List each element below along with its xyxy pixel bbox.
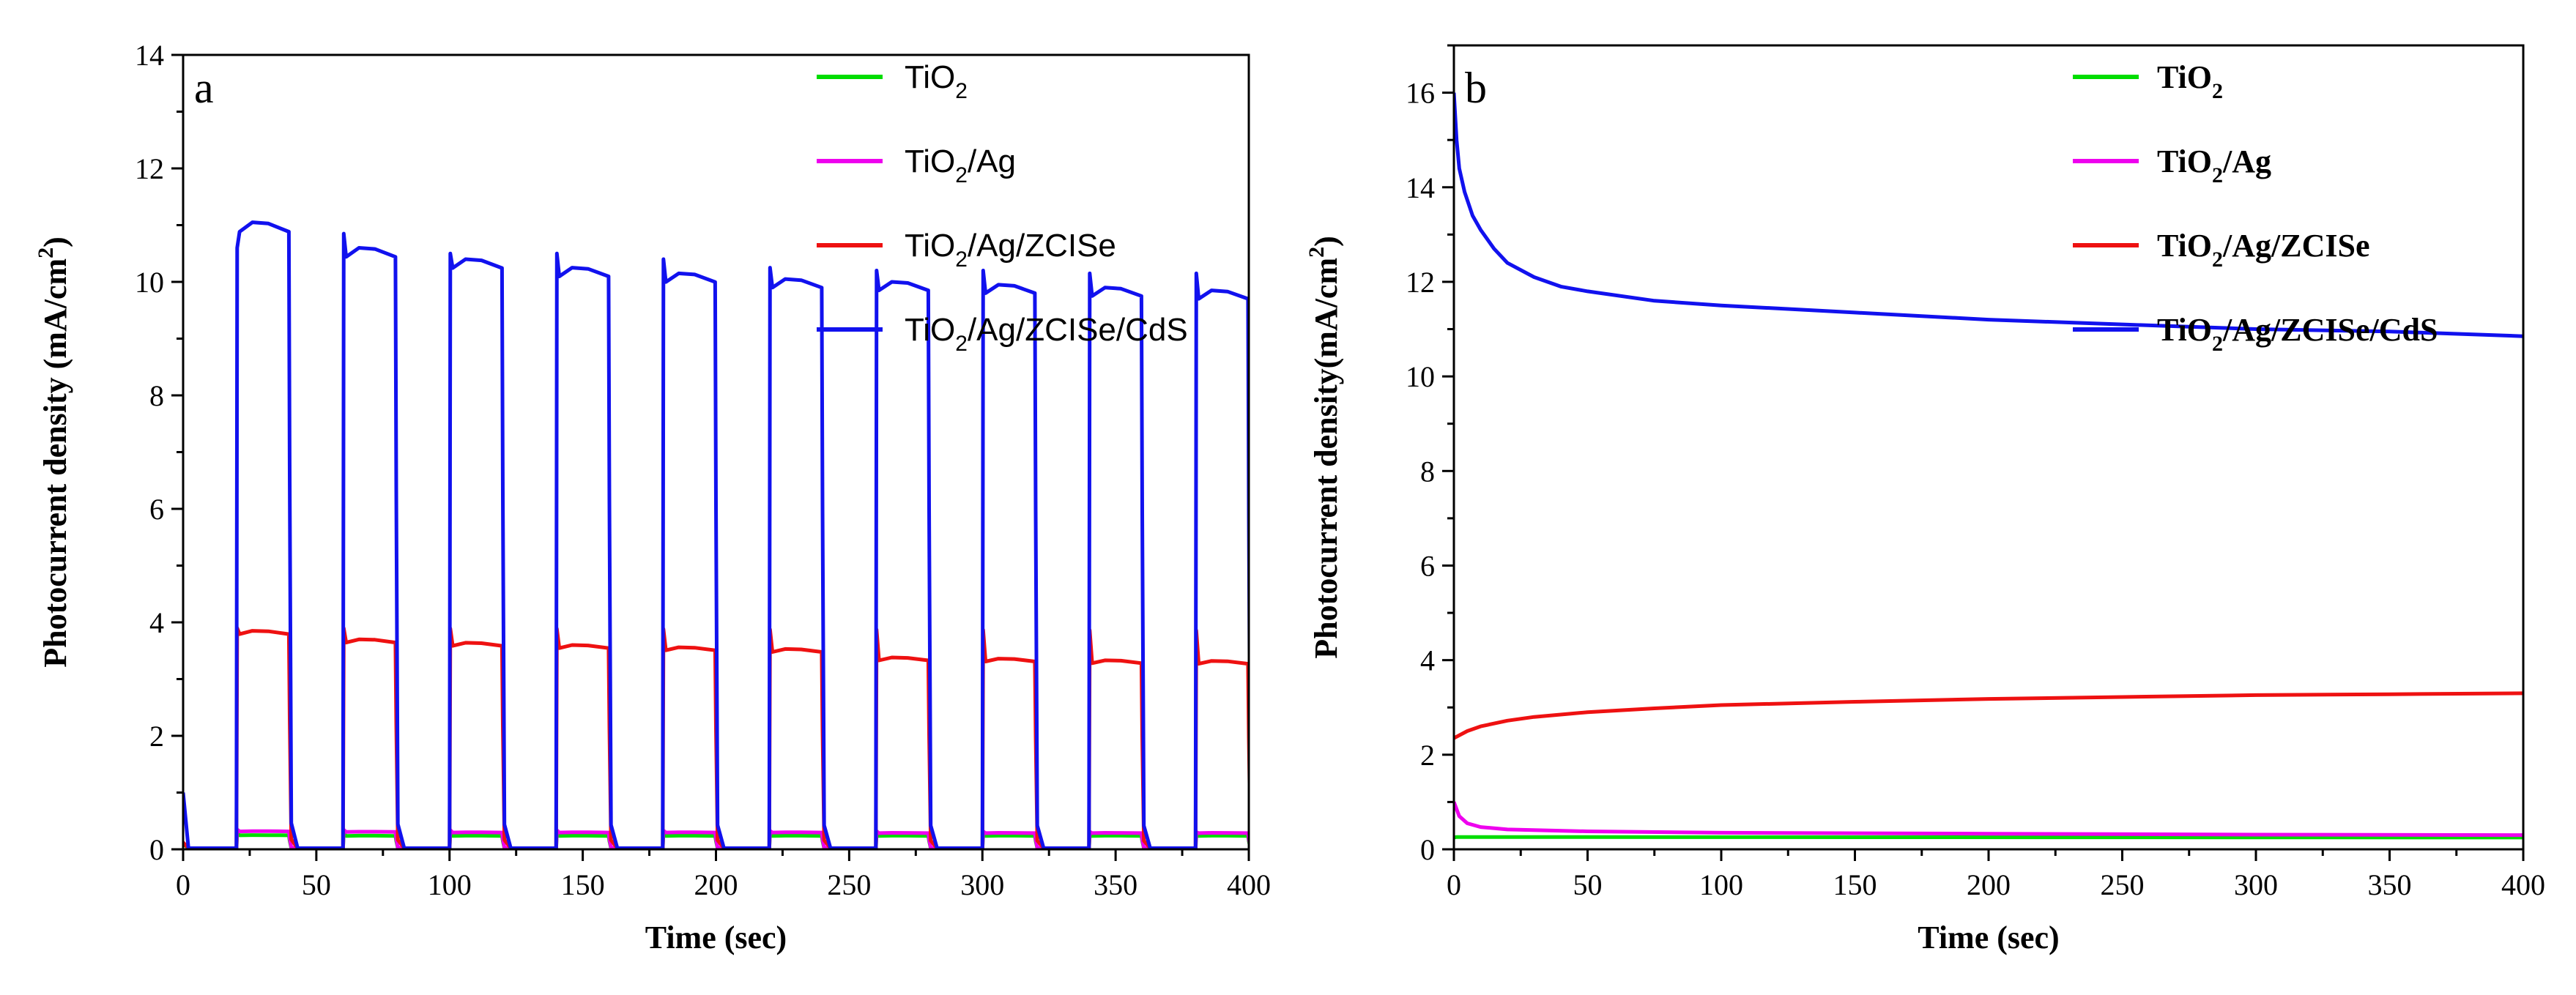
legend-label-rest: /Ag/ZCISe	[968, 228, 1116, 264]
y-tick-label: 4	[149, 606, 164, 639]
x-tick-label: 350	[1094, 868, 1137, 901]
y-tick-label: 6	[1420, 549, 1435, 582]
y-tick-label: 2	[1420, 739, 1435, 772]
legend-label-sub: 2	[2212, 79, 2223, 103]
y-axis-title: Photocurrent density (mA/cm2)	[34, 236, 73, 668]
legend-label-sub: 2	[2212, 332, 2223, 356]
legend-label-main: TiO	[2157, 312, 2212, 348]
x-tick-label: 400	[2501, 868, 2545, 901]
x-tick-label: 150	[1833, 868, 1877, 901]
y-tick-label: 8	[1420, 455, 1435, 488]
legend-label-rest: /Ag/ZCISe	[2222, 228, 2369, 264]
y-tick-label: 0	[1420, 833, 1435, 866]
series-line-tio2-ag-zcise	[183, 626, 1249, 849]
y-axis-title-tail: )	[1308, 236, 1344, 247]
legend-label-main: TiO	[905, 144, 955, 179]
legend-label-main: TiO	[905, 312, 955, 348]
y-axis-title: Photocurrent density(mA/cm2)	[1304, 236, 1344, 659]
x-tick-label: 200	[694, 868, 738, 901]
panel-letter: b	[1465, 64, 1487, 112]
x-tick-label: 50	[1573, 868, 1603, 901]
legend-label: TiO2/Ag/ZCISe	[2157, 228, 2370, 272]
y-tick-label: 16	[1406, 77, 1435, 110]
legend-label: TiO2/Ag	[905, 144, 1016, 187]
y-tick-label: 14	[135, 39, 164, 72]
legend-label-main: TiO	[905, 228, 955, 264]
series-line-tio2-ag-zcise	[1454, 691, 2523, 740]
x-tick-label: 200	[1967, 868, 2011, 901]
legend-label-sub: 2	[2212, 247, 2223, 272]
panel-a: 0 50 100 150 200 250 300 350 400 0 2 4 6 8 10 12 14 Time …	[34, 39, 1271, 955]
y-tick-label: 4	[1420, 644, 1435, 677]
series-line-tio2-ag	[1454, 801, 2523, 838]
series-line-tio2-ag	[183, 827, 1249, 849]
legend-label: TiO2/Ag/ZCISe/CdS	[905, 312, 1188, 356]
legend-label-rest: /Ag/ZCISe/CdS	[2222, 312, 2438, 348]
y-tick-label: 14	[1406, 171, 1435, 204]
legend-label-sub: 2	[955, 79, 968, 103]
legend-label: TiO2/Ag/ZCISe/CdS	[2157, 312, 2438, 356]
y-tick-label: 2	[149, 720, 164, 753]
series-line-tio2-ag-zcise-cds	[183, 220, 1249, 849]
legend-label-main: TiO	[2157, 228, 2212, 264]
x-tick-label: 0	[1447, 868, 1461, 901]
x-tick-label: 50	[302, 868, 331, 901]
y-tick-label: 6	[149, 493, 164, 526]
y-axis-title-sup: 2	[34, 247, 58, 258]
legend-label: TiO2	[905, 59, 968, 103]
legend-label-rest: /Ag	[2222, 144, 2271, 179]
legend-label-main: TiO	[2157, 144, 2212, 179]
panel-b: 0 50 100 150 200 250 300 350 400 0 2 4 6 8 10 12 14 16 Tim…	[1304, 44, 2545, 955]
x-tick-label: 0	[176, 868, 190, 901]
y-tick-label: 10	[1406, 360, 1435, 393]
x-tick-label: 400	[1227, 868, 1271, 901]
legend-label-sub: 2	[2212, 163, 2223, 187]
series-line-tio2-ag-zcise-cds	[1454, 92, 2523, 338]
legend-label-sub: 2	[955, 247, 968, 272]
legend-label: TiO2/Ag	[2157, 144, 2271, 187]
series-line-tio2	[1454, 835, 2523, 840]
legend-label-rest: /Ag/ZCISe/CdS	[968, 312, 1188, 348]
x-tick-label: 100	[1699, 868, 1743, 901]
y-axis-title-sup: 2	[1304, 247, 1329, 258]
y-tick-label: 10	[135, 266, 164, 299]
y-tick-label: 8	[149, 379, 164, 412]
y-tick-label: 0	[149, 833, 164, 866]
x-tick-label: 350	[2368, 868, 2412, 901]
legend-label-main: TiO	[905, 59, 955, 95]
x-tick-label: 250	[2101, 868, 2145, 901]
plot-area	[1454, 92, 2523, 840]
y-axis-title-main: Photocurrent density(mA/cm	[1308, 258, 1344, 659]
x-tick-label: 100	[428, 868, 472, 901]
y-tick-label: 12	[135, 152, 164, 185]
y-axis-title-tail: )	[37, 236, 73, 247]
panel-letter: a	[194, 64, 214, 112]
x-tick-label: 300	[960, 868, 1004, 901]
legend-label-sub: 2	[955, 163, 968, 187]
legend-label: TiO2/Ag/ZCISe	[905, 228, 1116, 272]
legend-label: TiO2	[2157, 59, 2223, 103]
x-axis-title: Time (sec)	[1918, 920, 2059, 955]
legend-label-main: TiO	[2157, 59, 2212, 95]
x-tick-label: 250	[827, 868, 871, 901]
x-tick-label: 300	[2234, 868, 2278, 901]
y-axis-title-main: Photocurrent density (mA/cm	[37, 258, 73, 668]
legend-label-sub: 2	[955, 332, 968, 356]
x-tick-label: 150	[561, 868, 605, 901]
plot-frame	[1452, 44, 2525, 851]
y-tick-label: 12	[1406, 266, 1435, 299]
legend-label-rest: /Ag	[968, 144, 1016, 179]
x-axis-title: Time (sec)	[645, 920, 787, 955]
